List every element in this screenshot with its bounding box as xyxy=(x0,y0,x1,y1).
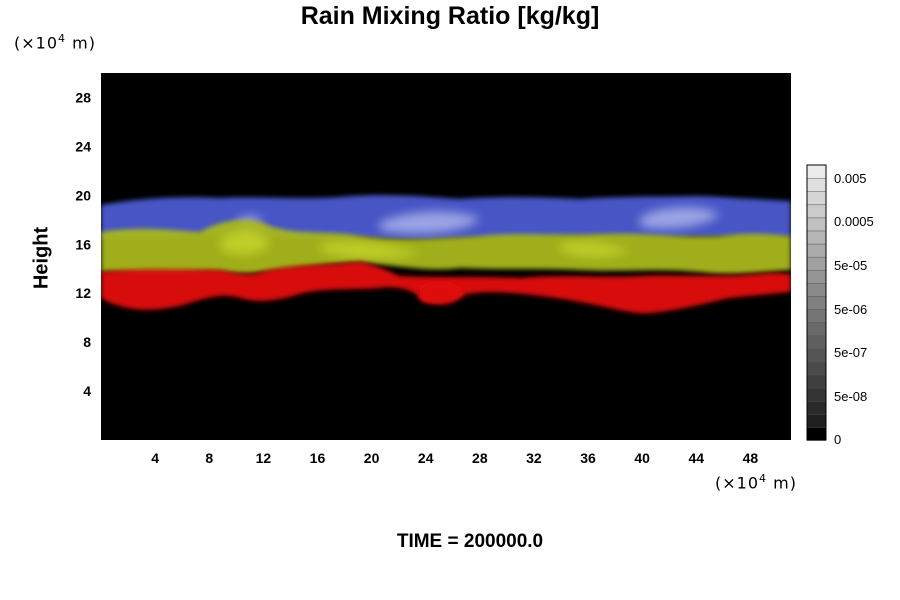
x-tick-label: 48 xyxy=(743,450,759,466)
x-tick-label: 20 xyxy=(364,450,380,466)
y-tick-label: 16 xyxy=(75,236,91,252)
y-tick-label: 8 xyxy=(83,334,91,350)
colorbar-segment xyxy=(806,387,827,402)
colorbar-tick-label: 0.005 xyxy=(834,171,867,186)
layer-red-blob xyxy=(420,280,464,305)
colorbar-segment xyxy=(806,348,827,363)
y-unit-label: (×104 m) xyxy=(14,32,96,52)
x-tick-label: 36 xyxy=(580,450,596,466)
layer-blue-highlight xyxy=(235,207,720,234)
colorbar-segment xyxy=(806,164,827,179)
y-tick-label: 24 xyxy=(75,138,91,154)
colorbar-tick-label: 5e-05 xyxy=(834,258,867,273)
x-tick-label: 40 xyxy=(634,450,650,466)
colorbar-frame xyxy=(806,164,827,441)
colorbar-tick-label: 0.0005 xyxy=(834,214,874,229)
x-unit-label: (×104 m) xyxy=(715,472,797,492)
colorbar-segment xyxy=(806,426,827,441)
y-tick-label: 4 xyxy=(83,383,91,399)
colorbar-tick-label: 0 xyxy=(834,432,841,447)
x-tick-label: 28 xyxy=(472,450,488,466)
colorbar-segment xyxy=(806,413,827,428)
layer-yellow-highlight xyxy=(220,230,630,259)
x-unit-suffix: m) xyxy=(767,473,797,493)
x-unit-prefix: (×10 xyxy=(715,473,760,493)
colorbar-segment xyxy=(806,282,827,297)
y-tick-label: 20 xyxy=(75,187,91,203)
colorbar-tick-label: 5e-07 xyxy=(834,345,867,360)
x-tick-label: 8 xyxy=(205,450,213,466)
colorbar-segment xyxy=(806,400,827,415)
y-tick-labels: 4 8 12 16 20 24 28 xyxy=(75,89,91,399)
heatmap-field xyxy=(101,195,791,314)
x-tick-label: 32 xyxy=(526,450,542,466)
chart-title: Rain Mixing Ratio [kg/kg] xyxy=(300,2,600,30)
y-unit-suffix: m) xyxy=(66,33,96,53)
colorbar-segment xyxy=(806,361,827,376)
colorbar-segment xyxy=(806,243,827,258)
colorbar-segment xyxy=(806,374,827,389)
colorbar-segment xyxy=(806,321,827,336)
y-unit-exp: 4 xyxy=(58,32,67,45)
y-tick-label: 28 xyxy=(75,89,91,105)
y-unit-prefix: (×10 xyxy=(14,33,59,53)
x-tick-label: 44 xyxy=(689,450,705,466)
colorbar-tick-label: 5e-08 xyxy=(834,389,867,404)
colorbar-segment xyxy=(806,334,827,350)
layer-yellow xyxy=(101,219,791,274)
x-unit-exp: 4 xyxy=(759,472,768,485)
time-label: TIME = 200000.0 xyxy=(396,531,544,552)
colorbar-segment xyxy=(806,177,827,192)
x-tick-label: 12 xyxy=(256,450,272,466)
x-tick-label: 16 xyxy=(310,450,326,466)
x-tick-label: 24 xyxy=(418,450,434,466)
colorbar-segment xyxy=(806,230,827,245)
colorbar-segment xyxy=(806,217,827,232)
x-tick-label: 4 xyxy=(151,450,159,466)
colorbar-segment xyxy=(806,269,827,284)
x-tick-labels: 4 8 12 16 20 24 28 32 36 40 44 48 xyxy=(151,450,758,466)
colorbar-segment xyxy=(806,256,827,271)
colorbar-segment xyxy=(806,204,827,219)
colorbar: 0.005 0.0005 5e-05 5e-06 5e-07 5e-08 0 xyxy=(806,164,874,447)
colorbar-segment xyxy=(806,308,827,323)
colorbar-segment xyxy=(806,295,827,310)
colorbar-tick-label: 5e-06 xyxy=(834,302,867,317)
colorbar-segment xyxy=(806,190,827,206)
y-tick-label: 12 xyxy=(75,285,91,301)
